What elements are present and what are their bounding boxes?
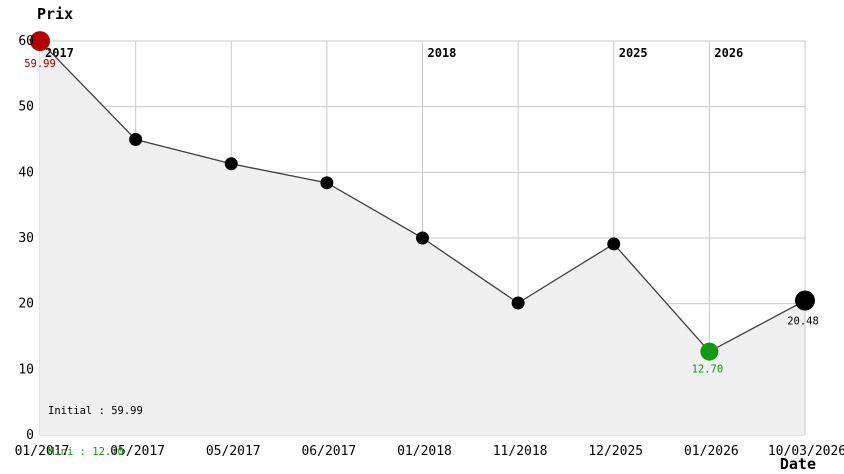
y-tick-label: 20	[18, 297, 34, 312]
chart-legend: Initial : 59.99 Mini : 12.70 Max : 59.99…	[48, 378, 143, 474]
y-tick-label: 60	[18, 34, 34, 49]
year-label: 2018	[428, 46, 457, 60]
year-label: 2026	[714, 46, 743, 60]
y-tick-label: 30	[18, 231, 34, 246]
data-point-current	[795, 290, 815, 311]
x-tick-label: 01/2026	[684, 444, 739, 459]
x-tick-label: 11/2018	[493, 444, 548, 459]
x-tick-label: 10/03/2026	[768, 444, 844, 459]
y-tick-label: 0	[26, 428, 34, 443]
data-point	[129, 133, 143, 146]
x-tick-label: 05/2017	[110, 444, 165, 459]
x-tick-label: 01/2018	[397, 444, 452, 459]
point-value-label: 20.48	[787, 316, 819, 328]
x-tick-label: 12/2025	[588, 444, 643, 459]
x-tick-label: 01/2017	[15, 444, 70, 459]
data-point-max	[30, 31, 50, 52]
data-point-min	[700, 342, 719, 361]
data-point	[224, 157, 238, 171]
x-axis-title: Date	[779, 455, 816, 473]
y-tick-label: 50	[18, 100, 34, 115]
x-tick-label: 06/2017	[301, 444, 356, 459]
data-point	[416, 231, 429, 245]
data-point	[607, 237, 621, 251]
x-tick-label: 05/2017	[206, 444, 261, 459]
point-value-label: 59.99	[24, 58, 56, 70]
legend-item-initial: Initial : 59.99	[48, 405, 143, 417]
y-axis-title: Prix	[37, 5, 74, 23]
y-tick-label: 40	[18, 165, 34, 180]
data-point	[320, 176, 334, 190]
y-tick-label: 10	[18, 362, 34, 377]
point-value-label: 12.70	[692, 364, 724, 376]
data-point	[511, 296, 525, 310]
year-label: 2017	[45, 46, 74, 60]
year-label: 2025	[619, 46, 648, 60]
legend-item-mini: Mini : 12.70	[48, 445, 124, 458]
